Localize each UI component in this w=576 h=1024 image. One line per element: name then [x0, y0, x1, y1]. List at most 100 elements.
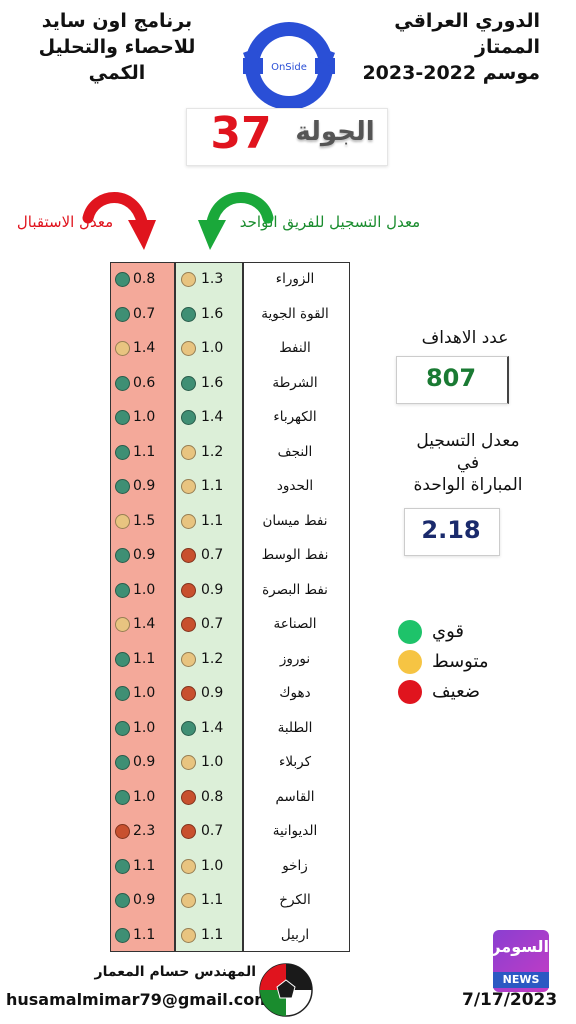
conceded-value: 1.1	[133, 926, 156, 943]
table-row: 1.1 1.0 زاخو	[111, 850, 349, 885]
table-row: 1.4 0.7 الصناعة	[111, 608, 349, 643]
scored-level-dot	[181, 444, 196, 460]
conceded-level-dot	[115, 927, 130, 943]
red-curved-arrow-icon	[82, 192, 156, 250]
news-logo: السومرية NEWS	[476, 930, 549, 992]
program-subtitle: للاحصاء والتحليل الكمي	[38, 36, 196, 84]
conceded-level-dot	[115, 858, 130, 874]
scored-level-dot	[181, 858, 196, 874]
scored-value: 1.4	[201, 719, 224, 736]
conceded-value: 1.1	[133, 650, 156, 667]
round-number: 37	[210, 108, 272, 159]
conceded-value: 0.9	[133, 478, 156, 494]
scored-level-dot	[181, 789, 196, 805]
team-name: زاخو	[282, 857, 308, 874]
round-box	[186, 108, 388, 166]
team-name: نفط البصرة	[262, 581, 328, 598]
conceded-value: 2.3	[133, 823, 156, 839]
table-row: 1.0 0.8 القاسم	[111, 781, 349, 816]
match-avg-box	[404, 508, 500, 556]
table-row: 1.1 1.2 نوروز	[111, 643, 349, 678]
team-name: النفط	[279, 340, 311, 356]
table-row: 0.7 1.6 القوة الجوية	[111, 298, 349, 333]
conceded-level-dot	[115, 548, 130, 563]
team-name: القاسم	[275, 788, 315, 805]
conceded-level-dot	[115, 617, 130, 632]
legend-weak-dot	[398, 680, 422, 704]
scored-value: 1.1	[201, 478, 224, 494]
table-row: 1.1 1.1 اربيل	[111, 919, 349, 954]
match-avg-label-line2: في	[456, 453, 480, 473]
logo-text: OnSide	[271, 62, 307, 73]
football-icon	[259, 963, 313, 1017]
news-logo-bottom: NEWS	[493, 972, 549, 988]
scored-value: 0.7	[201, 547, 224, 563]
scored-value: 1.1	[201, 926, 224, 943]
scored-value: 1.4	[201, 409, 224, 425]
goals-label: عدد الاهداف	[421, 328, 509, 348]
legend-medium-label: متوسط	[432, 651, 489, 672]
scored-level-dot	[181, 306, 196, 322]
team-name: الحدود	[276, 478, 314, 494]
scored-value: 1.1	[201, 892, 224, 908]
conceded-level-dot	[115, 479, 130, 494]
scored-level-dot	[181, 582, 196, 598]
green-curved-arrow-icon	[198, 192, 274, 250]
scored-level-dot	[181, 617, 196, 632]
conceded-value: 1.0	[133, 719, 156, 736]
scored-value: 1.2	[201, 443, 224, 460]
team-stats-table: 0.8 1.3 الزوراء 0.7 1.6 القوة الجوية 1.4 1.0 الن…	[110, 262, 350, 952]
scored-level-dot	[181, 410, 196, 425]
scored-level-dot	[181, 755, 196, 770]
scored-value: 0.9	[201, 685, 224, 701]
table-row: 0.6 1.6 الشرطة	[111, 367, 349, 402]
goals-box	[396, 356, 509, 404]
conceded-value: 1.4	[133, 340, 156, 356]
table-row: 1.0 0.9 دهوك	[111, 677, 349, 712]
season-label: موسم 2022-2023	[362, 62, 540, 84]
scored-level-dot	[181, 375, 196, 391]
scored-level-dot	[181, 720, 196, 736]
conceded-value: 1.0	[133, 685, 156, 701]
scored-value: 0.7	[201, 616, 224, 632]
conceded-level-dot	[115, 893, 130, 908]
table-row: 1.1 1.2 النجف	[111, 436, 349, 471]
league-title-block: الدوري العراقي الممتاز موسم 2022-2023	[350, 8, 540, 86]
team-name: نفط ميسان	[262, 512, 328, 529]
conceded-level-dot	[115, 686, 130, 701]
conceded-value: 1.0	[133, 409, 156, 425]
team-name: دهوك	[279, 685, 311, 701]
conceded-level-dot	[115, 755, 130, 770]
scored-value: 1.0	[201, 857, 224, 874]
table-row: 0.8 1.3 الزوراء	[111, 263, 349, 298]
team-name: نفط الوسط	[261, 547, 329, 563]
table-row: 0.9 0.7 نفط الوسط	[111, 539, 349, 574]
scored-value: 0.9	[201, 581, 224, 598]
scored-value: 0.8	[201, 788, 224, 805]
match-avg-label-line1: معدل التسجيل	[416, 431, 520, 451]
scored-value: 1.3	[201, 271, 224, 287]
conceded-level-dot	[115, 824, 130, 839]
team-name: الكرخ	[279, 892, 311, 908]
legend-strong-label: قوي	[432, 621, 464, 642]
scored-value: 0.7	[201, 823, 224, 839]
conceded-value: 1.1	[133, 857, 156, 874]
conceded-value: 1.0	[133, 581, 156, 598]
team-name: الصناعة	[273, 616, 317, 632]
conceded-level-dot	[115, 651, 130, 667]
engineer-name: المهندس حسام المعمار	[94, 964, 256, 980]
conceded-value: 0.6	[133, 374, 156, 391]
scored-value: 1.0	[201, 340, 224, 356]
conceded-level-dot	[115, 582, 130, 598]
scored-level-dot	[181, 479, 196, 494]
conceded-level-dot	[115, 272, 130, 287]
round-label: الجولة	[295, 117, 375, 147]
legend-strong-dot	[398, 620, 422, 644]
legend-weak-label: ضعيف	[432, 681, 481, 702]
scored-value: 1.6	[201, 374, 224, 391]
conceded-value: 1.5	[133, 512, 156, 529]
scored-value: 1.2	[201, 650, 224, 667]
publish-date: 7/17/2023	[462, 990, 558, 1010]
scored-level-dot	[181, 272, 196, 287]
legend-medium-dot	[398, 650, 422, 674]
